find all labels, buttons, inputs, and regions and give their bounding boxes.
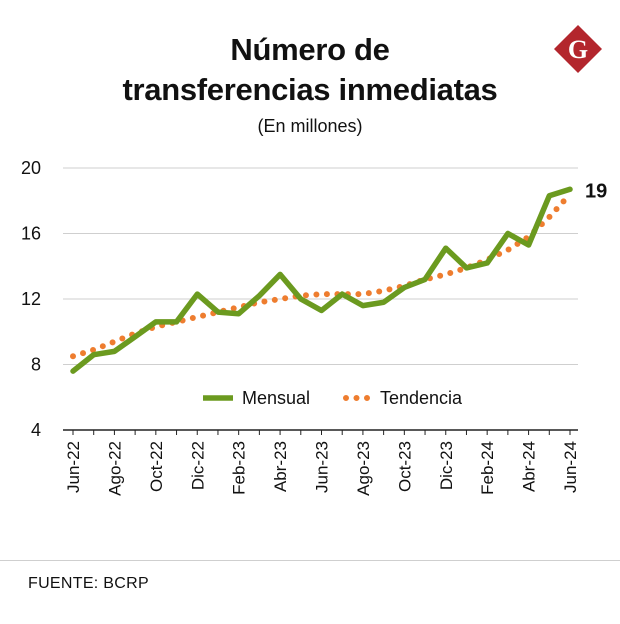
x-tick-label-abr-24: Abr-24 [520,441,539,492]
chart-subtitle: (En millones) [257,116,363,136]
logo-diamond [554,25,602,73]
x-tick-label-oct-23: Oct-23 [395,441,414,492]
y-tick-label-8: 8 [31,355,41,375]
y-tick-label-4: 4 [31,420,41,440]
x-tick-label-jun-22: Jun-22 [64,441,83,493]
x-tick-label-jun-23: Jun-23 [313,441,332,493]
series-line-mensual [70,186,573,374]
x-tick-label-dic-22: Dic-22 [188,441,207,490]
title-line-2: transferencias inmediatas [122,72,498,107]
x-tick-label-jun-24: Jun-24 [561,441,580,493]
x-tick-label-feb-24: Feb-24 [478,441,497,495]
end-value-label: 19 [585,180,607,202]
y-tick-label-16: 16 [21,224,41,244]
legend-label-tendencia: Tendencia [380,388,463,408]
gestion-logo-icon: G [554,25,602,73]
x-tick-label-ago-22: Ago-22 [105,441,124,496]
logo-letter: G [568,35,588,64]
chart-title: Número de transferencias inmediatas [0,30,620,110]
legend-label-mensual: Mensual [242,388,310,408]
title-line-1: Número de [230,32,390,67]
y-tick-label-20: 20 [21,158,41,178]
footer-divider [0,560,620,561]
x-tick-label-abr-23: Abr-23 [271,441,290,492]
x-tick-label-oct-22: Oct-22 [147,441,166,492]
y-tick-label-12: 12 [21,289,41,309]
x-tick-label-dic-23: Dic-23 [437,441,456,490]
line-chart: 4 8 12 16 20 Jun-22 Ago-22 Oct-22 Dic-22 Feb-23 Ab… [21,158,607,496]
series-line-tendencia [70,191,573,360]
source-note: FUENTE: BCRP [28,575,149,592]
x-tick-label-feb-23: Feb-23 [230,441,249,495]
x-tick-label-ago-23: Ago-23 [354,441,373,496]
